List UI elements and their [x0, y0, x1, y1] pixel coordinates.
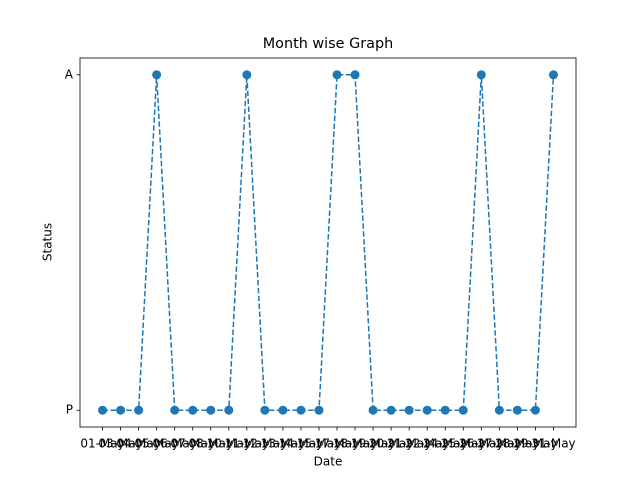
point — [404, 405, 414, 415]
x-tick-label: 03-May — [98, 437, 142, 451]
x-tick-label: 26-May — [459, 437, 503, 451]
x-tick-label: 10-May — [207, 437, 251, 451]
point — [350, 70, 360, 80]
x-tick-label: 19-May — [351, 437, 395, 451]
series-line — [102, 74, 555, 411]
y-axis-label: Status — [41, 223, 55, 261]
point — [548, 70, 558, 80]
chart-title: Month wise Graph — [263, 36, 394, 52]
x-tick-label: 31-May — [531, 437, 575, 451]
x-tick-label: 11-May — [225, 437, 269, 451]
x-tick-label: 13-May — [261, 437, 305, 451]
x-tick-label: 08-May — [189, 437, 233, 451]
point — [260, 405, 270, 415]
x-tick-label: 04-May — [116, 437, 160, 451]
point — [494, 405, 504, 415]
x-tick-label: 06-May — [152, 437, 196, 451]
x-tick-label: 29-May — [513, 437, 557, 451]
x-tick-label: 07-May — [171, 437, 215, 451]
axes-frame — [79, 57, 577, 428]
x-tick-label: 15-May — [297, 437, 341, 451]
point — [530, 405, 540, 415]
point — [368, 405, 378, 415]
x-tick-label: 21-May — [387, 437, 431, 451]
y-tick-label: P — [66, 403, 73, 417]
x-tick-label: 20-May — [369, 437, 413, 451]
point — [458, 405, 468, 415]
point — [134, 405, 144, 415]
point — [170, 405, 180, 415]
point — [98, 405, 108, 415]
point — [188, 405, 198, 415]
x-tick-label: 01-May — [80, 437, 124, 451]
point — [314, 405, 324, 415]
point — [386, 405, 396, 415]
point — [152, 70, 162, 80]
x-axis-label: Date — [314, 455, 343, 469]
x-tick-label: 17-May — [315, 437, 359, 451]
x-tick-label: 05-May — [134, 437, 178, 451]
x-tick-label: 24-May — [423, 437, 467, 451]
x-tick-label: 27-May — [477, 437, 521, 451]
x-tick-label: 12-May — [243, 437, 287, 451]
x-tick-label: 28-May — [495, 437, 539, 451]
x-tick-label: 18-May — [333, 437, 377, 451]
point — [242, 70, 252, 80]
point — [476, 70, 486, 80]
point — [422, 405, 432, 415]
x-tick-label: 22-May — [405, 437, 449, 451]
point — [512, 405, 522, 415]
point — [296, 405, 306, 415]
point — [116, 405, 126, 415]
point — [278, 405, 288, 415]
point — [332, 70, 342, 80]
x-tick-label: 14-May — [279, 437, 323, 451]
x-tick-label: 25-May — [441, 437, 485, 451]
y-tick-label: A — [65, 67, 74, 81]
point — [206, 405, 216, 415]
point — [224, 405, 234, 415]
point — [440, 405, 450, 415]
